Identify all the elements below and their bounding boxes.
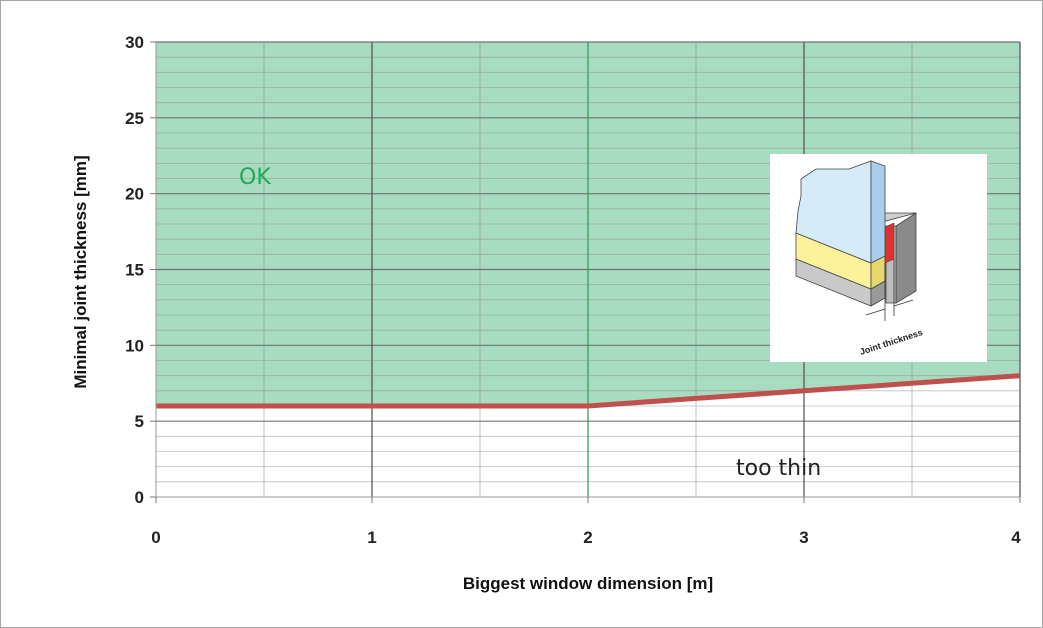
dimension-arrow-right [893, 299, 914, 307]
y-tick-label: 15 [125, 261, 144, 280]
window-pane-edge [870, 160, 886, 264]
y-tick-label: 0 [135, 488, 144, 507]
too-thin-label: too thin [736, 456, 821, 481]
x-tick-label: 4 [1011, 528, 1021, 547]
y-tick-label: 20 [125, 185, 144, 204]
x-axis-title: Biggest window dimension [m] [463, 574, 713, 593]
ok-label: OK [239, 165, 271, 190]
dimension-arrow-left [865, 308, 886, 316]
y-tick-label: 25 [125, 109, 144, 128]
joint-seal [884, 222, 895, 264]
x-tick-label: 2 [583, 528, 592, 547]
y-tick-label: 5 [135, 412, 144, 431]
frame-block-side [895, 212, 917, 304]
y-tick-label: 30 [125, 33, 144, 52]
x-tick-label: 0 [151, 528, 160, 547]
x-tick-label: 1 [367, 528, 376, 547]
threshold-line [156, 373, 1021, 409]
axis-ticks: 0 5 10 15 20 25 30 0 1 2 3 4 [125, 33, 1021, 547]
joint-diagram-inset: Joint thickness [770, 154, 987, 362]
y-tick-label: 10 [125, 336, 144, 355]
x-tick-label: 3 [799, 528, 808, 547]
y-axis-title: Minimal joint thickness [mm] [71, 155, 90, 388]
